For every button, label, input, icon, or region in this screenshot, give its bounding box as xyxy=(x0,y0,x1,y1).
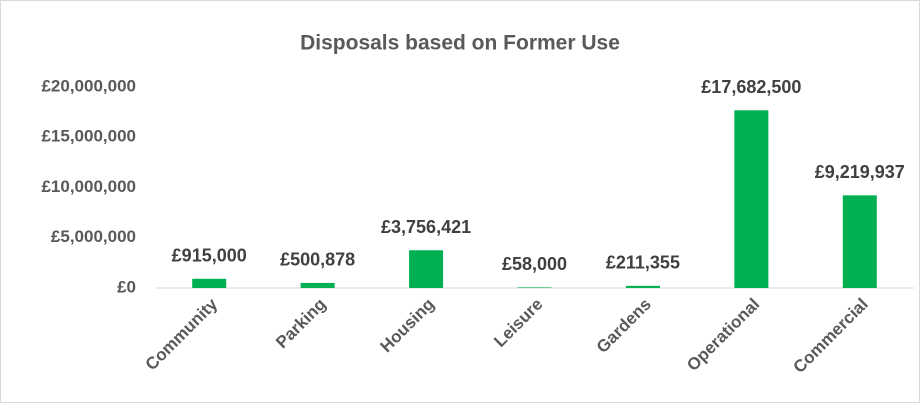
data-label: £915,000 xyxy=(172,246,247,266)
y-tick-label: £0 xyxy=(117,277,136,296)
y-tick-label: £10,000,000 xyxy=(41,177,136,196)
y-tick-label: £5,000,000 xyxy=(51,227,136,246)
bar xyxy=(842,195,877,288)
bar xyxy=(192,278,227,288)
bar xyxy=(625,285,660,288)
bar xyxy=(734,110,769,288)
data-label: £500,878 xyxy=(280,250,355,270)
bar xyxy=(300,282,335,288)
bar xyxy=(517,287,552,288)
chart-title: Disposals based on Former Use xyxy=(300,32,620,55)
data-label: £17,682,500 xyxy=(701,77,801,97)
data-label: £211,355 xyxy=(606,253,680,273)
data-label: £3,756,421 xyxy=(381,217,471,237)
y-tick-label: £15,000,000 xyxy=(41,127,136,146)
data-label: £58,000 xyxy=(502,254,567,274)
y-tick-label: £20,000,000 xyxy=(41,76,136,95)
bar xyxy=(409,250,444,288)
data-label: £9,219,937 xyxy=(815,162,905,182)
